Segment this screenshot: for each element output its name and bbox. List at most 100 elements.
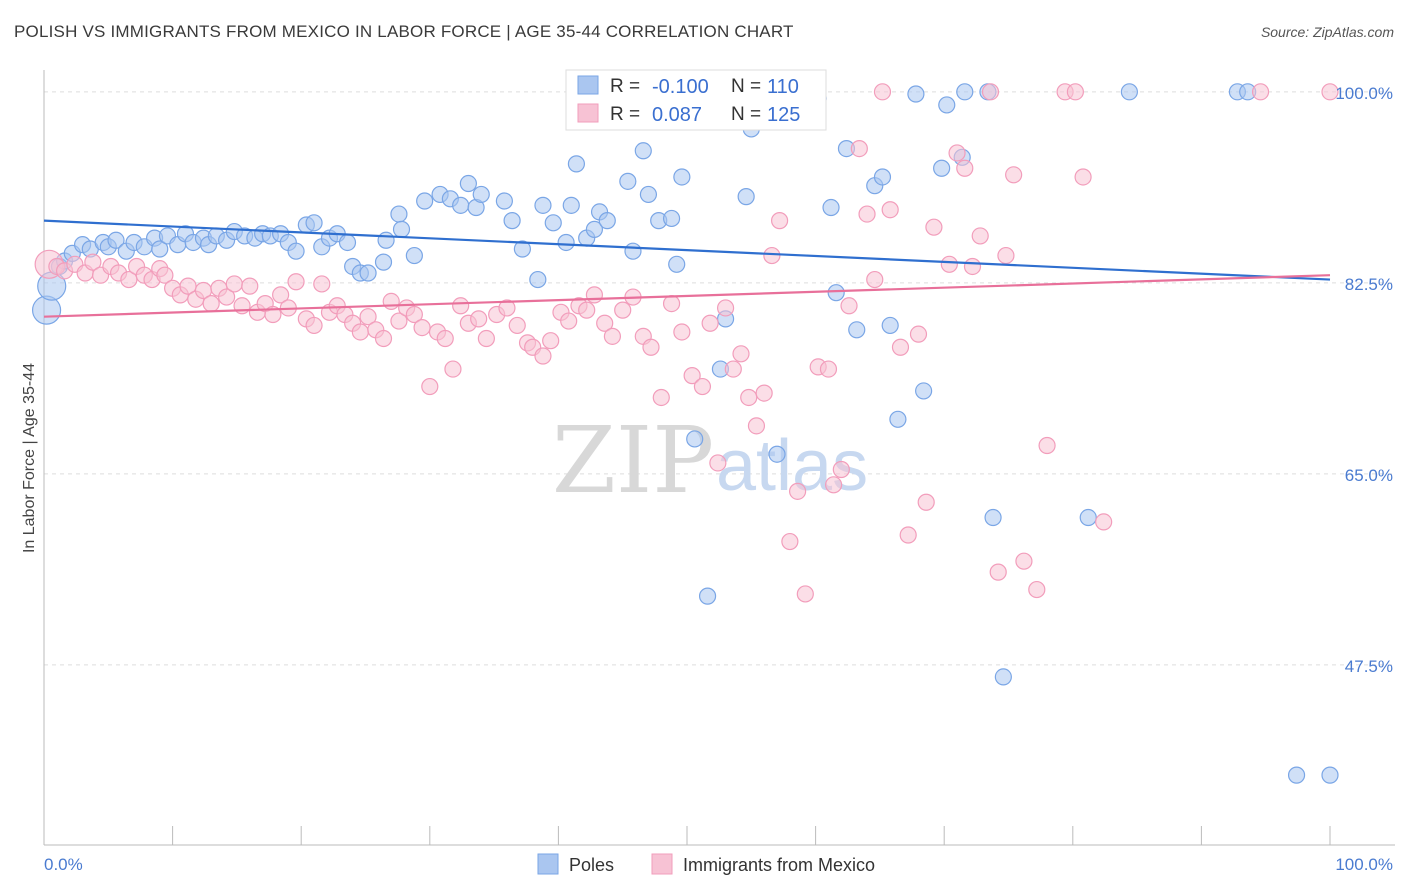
- mexico-point-23: [225, 275, 243, 293]
- legend-label-mexico: Immigrants from Mexico: [683, 855, 875, 875]
- stats-r-label-poles: R =: [610, 76, 640, 97]
- poles-point-96: [915, 382, 933, 400]
- mexico-point-90: [788, 482, 807, 500]
- poles-point-82: [768, 445, 786, 463]
- mexico-point-68: [596, 314, 614, 332]
- mexico-point-80: [709, 454, 727, 472]
- mexico-point-84: [740, 388, 758, 407]
- stats-legend: R = -0.100 N = 110 R = 0.087 N = 125: [565, 69, 827, 131]
- mexico-point-103: [899, 526, 917, 544]
- stats-n-value-mexico: 125: [767, 104, 800, 126]
- mexico-point-93: [819, 360, 838, 378]
- poles-point-59: [562, 196, 580, 214]
- mexico-point-82: [724, 360, 742, 378]
- mexico-point-91: [796, 585, 814, 603]
- mexico-point-120: [1066, 83, 1084, 101]
- bottom-legend: Poles Immigrants from Mexico: [537, 853, 875, 875]
- y-tick-label-0: 100.0%: [1335, 84, 1393, 103]
- poles-point-40: [374, 253, 393, 271]
- stats-r-label-mexico: R =: [610, 104, 640, 125]
- poles-point-65: [619, 172, 637, 190]
- poles-point-90: [848, 321, 866, 339]
- mexico-point-48: [421, 377, 439, 396]
- mexico-point-124: [1321, 83, 1339, 101]
- poles-point-103: [994, 668, 1012, 686]
- poles-point-94: [889, 410, 907, 428]
- mexico-point-17: [179, 277, 197, 295]
- legend-swatch-mexico: [651, 853, 673, 875]
- mexico-point-105: [917, 493, 935, 511]
- poles-point-88: [827, 284, 845, 302]
- mexico-point-62: [542, 332, 560, 350]
- poles-point-71: [668, 255, 686, 273]
- poles-point-56: [534, 196, 552, 214]
- mexico-point-46: [405, 305, 423, 324]
- poles-point-44: [405, 246, 423, 265]
- poles-point-30: [287, 242, 305, 260]
- mexico-point-51: [444, 360, 462, 378]
- mexico-point-55: [477, 329, 495, 348]
- stats-n-label-mexico: N =: [731, 104, 761, 125]
- x-axis-ticks: [43, 826, 1331, 845]
- mexico-point-109: [956, 159, 974, 177]
- mexico-point-81: [716, 299, 735, 317]
- mexico-point-88: [770, 212, 789, 230]
- poles-point-72: [673, 168, 691, 186]
- mexico-point-14: [156, 266, 174, 284]
- mexico-point-83: [732, 345, 750, 363]
- mexico-point-95: [832, 460, 850, 479]
- poles-point-0: [31, 295, 62, 325]
- mexico-point-40: [359, 308, 377, 326]
- mexico-point-94: [825, 476, 843, 494]
- poles-point-54: [513, 240, 531, 258]
- poles-point-36: [338, 233, 357, 252]
- mexico-point-123: [1251, 83, 1270, 101]
- y-axis-label: In Labor Force | Age 35-44: [21, 363, 38, 553]
- poles-point-105: [1120, 83, 1138, 101]
- mexico-point-76: [673, 323, 691, 341]
- poles-point-97: [933, 159, 951, 177]
- poles-point-108: [1287, 766, 1306, 784]
- poles-point-60: [567, 155, 586, 173]
- poles-point-39: [359, 264, 377, 282]
- poles-point-68: [639, 185, 658, 204]
- mexico-point-67: [585, 286, 604, 304]
- mexico-point-102: [891, 338, 910, 356]
- mexico-point-22: [218, 288, 236, 306]
- mexico-point-106: [925, 218, 943, 236]
- mexico-point-75: [662, 294, 681, 313]
- mexico-point-86: [755, 384, 773, 402]
- mexico-point-101: [881, 201, 899, 219]
- poles-point-109: [1321, 766, 1339, 784]
- poles-point-57: [544, 214, 562, 232]
- mexico-point-52: [452, 297, 470, 315]
- mexico-point-85: [747, 417, 766, 435]
- poles-point-62: [585, 220, 604, 238]
- poles-point-49: [459, 174, 477, 193]
- stats-r-value-poles: -0.100: [652, 76, 709, 98]
- poles-point-64: [598, 212, 616, 230]
- mexico-point-100: [873, 83, 892, 101]
- x-tick-label-left: 0.0%: [44, 855, 83, 874]
- mexico-point-9: [120, 270, 138, 289]
- poles-point-58: [557, 233, 575, 252]
- poles-point-53: [503, 212, 521, 230]
- mexico-point-107: [940, 255, 958, 273]
- poles-point-74: [698, 587, 717, 605]
- mexico-point-77: [683, 367, 701, 385]
- mexico-point-54: [470, 310, 488, 328]
- poles-point-92: [873, 168, 892, 186]
- mexico-point-98: [858, 205, 876, 223]
- mexico-point-87: [763, 246, 781, 265]
- mexico-point-31: [287, 273, 305, 291]
- poles-point-98: [938, 96, 956, 114]
- stats-n-value-poles: 110: [767, 76, 799, 98]
- mexico-trend-line: [43, 274, 1331, 318]
- stats-swatch-mexico: [577, 103, 599, 123]
- x-tick-label-right: 100.0%: [1335, 855, 1393, 874]
- mexico-point-25: [241, 277, 259, 295]
- poles-point-67: [634, 142, 652, 160]
- poles-point-32: [305, 214, 323, 232]
- legend-label-poles: Poles: [569, 855, 614, 875]
